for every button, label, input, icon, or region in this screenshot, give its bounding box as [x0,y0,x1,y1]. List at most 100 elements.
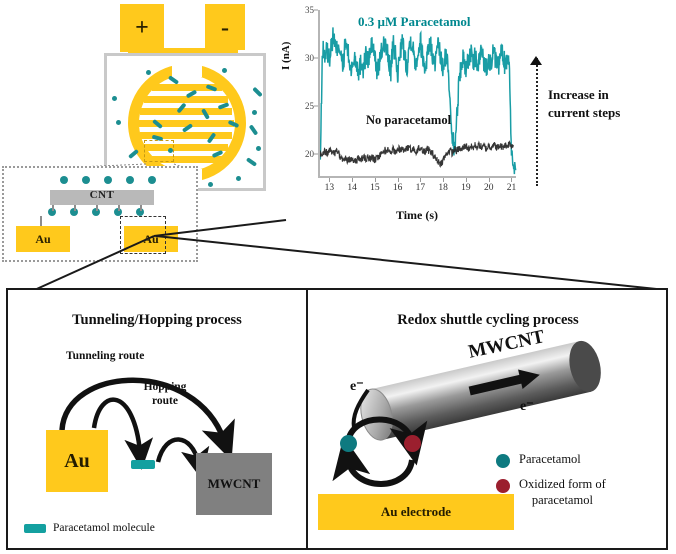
electrode-finger [140,132,232,139]
analyte-dot [168,148,173,153]
analyte-dot [70,208,78,216]
analyte-molecule [217,102,230,110]
cnt-film [50,190,154,205]
analyte-dot [126,176,134,184]
left-panel-legend: Paracetamol molecule [24,522,155,534]
electrode-finger [144,144,228,151]
electrode-finger [144,96,228,103]
tunneling-arc [59,377,235,461]
reduction-arc [332,436,415,487]
analyte-dot [252,110,257,115]
electrode-finger [140,108,232,115]
contact-tie [118,205,120,211]
dotted-arrow-line [536,58,540,186]
chart-series-blank [319,140,514,168]
contact-tie [52,205,54,211]
chart-x-tick-mark [329,178,331,182]
analyte-molecule [252,86,263,98]
analyte-dot [116,120,121,125]
chart-x-tick-label: 18 [438,183,448,193]
chart-y-tick-mark [314,153,318,155]
analyte-dot [222,68,227,73]
chart-x-tick-mark [374,178,376,182]
au-electrode-bar [318,494,514,530]
analyte-molecule [185,89,198,99]
current-time-chart: I (nA) Time (s) 20 25 30 35 13 14 15 16 17 18 19 2… [280,0,540,240]
analyte-dot [48,208,56,216]
chart-x-tick-mark [352,178,354,182]
paracetamol-molecule-marker [131,460,155,469]
chart-x-tick-label: 15 [370,183,380,193]
au-electrode-block [46,430,108,492]
analyte-dot [112,96,117,101]
contact-tie [140,205,142,211]
mwcnt-block [196,453,272,515]
panel-divider [306,290,309,548]
chart-y-axis [318,10,320,178]
legend-label-paracetamol: Paracetamol [519,452,581,466]
redox-shuttle-panel: MWCNT e⁻ e⁻ Au electrode [308,290,670,552]
chart-x-axis-label: Time (s) [395,208,439,222]
electron-feed-arc [351,388,370,429]
chart-x-tick-mark [397,178,399,182]
electron-out-label: e⁻ [520,399,534,414]
analyte-dot [256,146,261,151]
zoom-selection-box [144,140,174,162]
chart-y-tick-label: 35 [305,5,314,15]
analyte-dot [136,208,144,216]
increase-line-2: current steps [548,104,621,120]
au-electrode-block-label: Au [64,450,90,472]
right-panel-legend: Paracetamol Oxidized form of paracetamol [496,452,606,517]
mwcnt-block-label: MWCNT [207,476,261,491]
mwcnt-cylinder [360,340,601,441]
ring-gap-top [172,61,202,77]
analyte-dot [114,208,122,216]
chart-x-tick-mark [465,178,467,182]
increase-annotation: Increase in current steps [530,56,676,208]
tunneling-route-label: Tunneling route [66,350,145,362]
analyte-dot [82,176,90,184]
hopping-arc-1 [91,397,154,470]
legend-dot-oxidized [496,479,510,493]
chart-x-tick-label: 16 [392,183,403,193]
callout-lines-left [29,219,287,293]
analyte-dot [92,208,100,216]
oxidation-arc [345,416,428,466]
chart-y-tick-mark [314,57,318,59]
device-schematic: + - [0,0,290,293]
chart-x-tick-label: 13 [324,183,335,193]
chart-y-tick-mark [314,105,318,107]
analyte-dot [104,176,112,184]
au-electrode-right [124,226,178,252]
analyte-dot [60,176,68,184]
analyte-dot [146,70,151,75]
electrode-pad-negative: - [205,4,245,50]
electron-in-label: e⁻ [350,379,364,394]
analyte-molecule [205,84,218,92]
analyte-molecule [201,108,210,120]
callout-lines-right [155,235,667,291]
hopping-line-2: route [152,395,178,408]
tunneling-hopping-panel: Tunneling route Hopping route [8,290,306,552]
analyte-molecule [152,118,163,130]
chart-plot-area: 20 25 30 35 13 14 15 16 17 18 19 20 21 0.3 µM Parac… [305,5,517,193]
analyte-dot [208,182,213,187]
chart-x-tick-mark [443,178,445,182]
contact-tie [96,205,98,211]
legend-label-paracetamol: Paracetamol molecule [53,522,155,534]
chart-x-tick-mark [488,178,490,182]
analyte-dot [236,176,241,181]
contact-tie [74,205,76,211]
chart-x-tick-label: 17 [415,183,426,193]
chart-label-paracetamol: 0.3 µM Paracetamol [358,14,471,29]
chart-traces [319,27,517,175]
chart-x-tick-label: 14 [347,183,357,193]
chart-y-tick-mark [314,9,318,11]
paracetamol-dot [340,435,357,452]
chart-x-tick-label: 19 [461,183,471,193]
electrode-finger [152,84,222,91]
au-electrode-left [16,226,70,252]
legend-label-oxidized: Oxidized form of paracetamol [519,477,606,507]
chart-y-tick-label: 20 [305,149,314,159]
